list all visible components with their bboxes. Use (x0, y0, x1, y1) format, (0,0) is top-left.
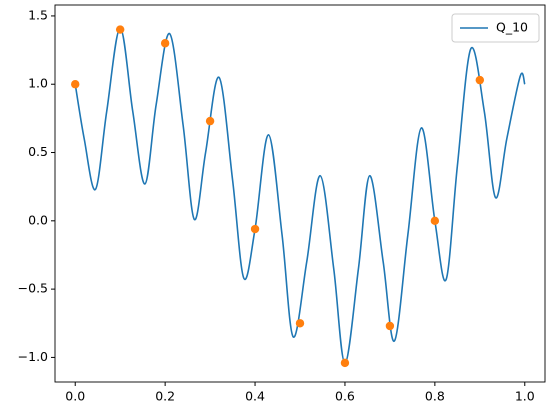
x-tick-label: 0.8 (425, 389, 445, 404)
point (115, 25, 125, 34)
point (205, 116, 215, 126)
point (475, 75, 485, 85)
point (385, 321, 395, 331)
line (74, 27, 526, 364)
point (160, 39, 170, 48)
axes-frame (54, 4, 546, 383)
legend-label: Q_10 (496, 20, 528, 35)
x-tick-label: 0.6 (335, 389, 355, 404)
x-tick-label: 0.0 (65, 389, 85, 404)
y-tick-label: −1.0 (18, 349, 48, 364)
point (250, 224, 260, 234)
point (71, 80, 80, 89)
y-tick-label: 0.5 (28, 144, 48, 159)
x-tick-label: 1.0 (515, 389, 535, 404)
y-tick-label: 1.5 (28, 7, 48, 22)
point (430, 216, 440, 226)
legend-box (451, 13, 540, 43)
x-tick-label: 0.2 (155, 389, 175, 404)
y-tick-label: 1.0 (28, 76, 48, 91)
y-tick-label: 0.0 (28, 212, 48, 227)
point (340, 358, 350, 368)
point (295, 319, 305, 328)
y-tick-label: −0.5 (18, 281, 48, 296)
x-tick-label: 0.4 (245, 389, 265, 404)
